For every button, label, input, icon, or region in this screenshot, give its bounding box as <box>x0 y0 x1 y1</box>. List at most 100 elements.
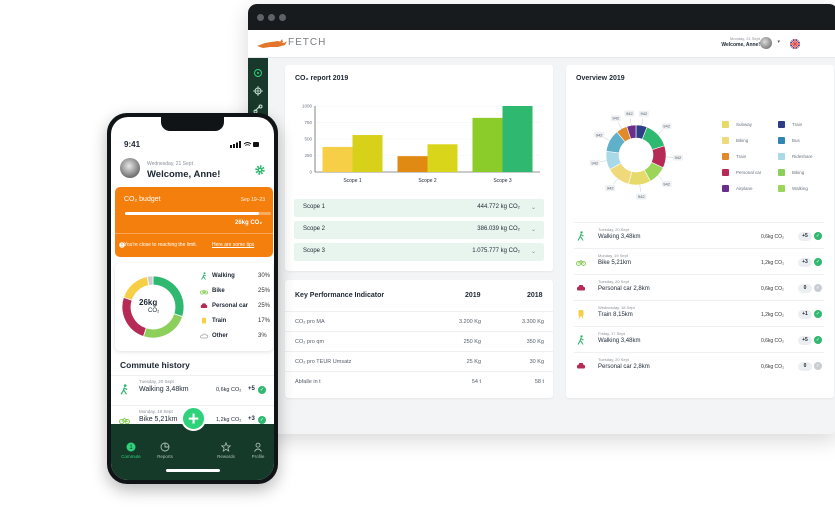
legend-label: Biking <box>736 138 749 143</box>
breakdown-pct: 30% <box>258 273 271 279</box>
avatar[interactable] <box>760 37 772 49</box>
budget-dates: Sep 19–23 <box>240 197 265 203</box>
status-time: 9:41 <box>124 140 141 149</box>
slice-label: 942 <box>641 111 648 116</box>
check-icon: ✓ <box>814 232 822 240</box>
slice-label-bg <box>636 193 647 200</box>
legend-swatch <box>778 185 785 192</box>
desktop-window: FETCH Monday, 21 Sept Welcome, Anne! ▾ <box>248 4 835 434</box>
activity-row[interactable]: Tuesday, 20 Sept Personal car 2,8km 0,6kg … <box>574 352 824 378</box>
slice-label: 942 <box>663 181 670 186</box>
breakdown-car: Personal car 25% <box>200 303 270 309</box>
y-tick-label: 0 <box>309 170 312 175</box>
gear-icon[interactable] <box>254 164 266 176</box>
tab-profile[interactable]: Profile <box>242 442 274 459</box>
divider <box>115 233 273 234</box>
list-item[interactable]: Tuesday, 20 Sept Walking 3,48km 0,6kg CO… <box>111 375 274 404</box>
bar <box>502 106 533 172</box>
fox-logo-icon[interactable] <box>256 37 288 51</box>
activity-points: +5 <box>798 232 812 241</box>
kpi-row: CO₂ pro MA 3.200 Kg 3.300 Kg <box>285 311 553 331</box>
tab-label: Reports <box>157 454 173 459</box>
warning-icon <box>119 242 125 248</box>
train-icon <box>202 317 206 325</box>
scope-3-row[interactable]: Scope 3 1.075.777 kg CO₂ ⌄ <box>294 243 544 261</box>
check-icon: ✓ <box>814 310 822 318</box>
co2-bar-chart: 0 250 500 750 1000 Scope 1 Scope 2 Scope 3 <box>302 104 540 184</box>
window-maximize-dot[interactable] <box>279 14 286 21</box>
window-close-dot[interactable] <box>257 14 264 21</box>
scope-value: 1.075.777 kg CO₂ <box>472 248 520 254</box>
leader-line <box>641 118 644 126</box>
tab-label: Profile <box>251 454 265 459</box>
chevron-down-icon[interactable]: ⌄ <box>530 227 536 233</box>
chevron-down-icon[interactable]: ▾ <box>777 39 780 45</box>
slice-label-bg <box>661 123 672 130</box>
kpi-row: CO₂ pro TEUR Umsatz 25 Kg 30 Kg <box>285 351 553 371</box>
slice-label-bg <box>661 180 672 187</box>
leader-line <box>657 175 664 181</box>
legend-item: Airplane <box>722 185 753 192</box>
bar <box>472 117 503 172</box>
breakdown-label: Train <box>212 318 227 324</box>
kpi-value-2019: 25 Kg <box>466 359 481 365</box>
x-tick-label: Scope 3 <box>493 178 512 184</box>
activity-co2: 1,2kg CO₂ <box>760 312 784 318</box>
walking-icon <box>577 335 584 345</box>
tab-commute[interactable]: 1 Commute <box>115 442 147 459</box>
list-item[interactable]: Monday, 19 Sept Bike 5,21km 1,2kg CO₂ +3… <box>111 405 274 434</box>
phone-notch <box>161 117 224 131</box>
activity-co2: 0,6kg CO₂ <box>760 338 784 344</box>
legend-swatch <box>778 137 785 144</box>
check-icon: ✓ <box>814 362 822 370</box>
activity-points: 0 <box>798 284 812 293</box>
kpi-row: Abfalle in t 54 t 58 t <box>285 371 553 391</box>
budget-warning: You're close to reaching the limit. <box>124 242 198 248</box>
check-icon: ✓ <box>258 386 266 394</box>
scope-1-row[interactable]: Scope 1 444.772 kg CO₂ ⌄ <box>294 199 544 217</box>
history-desc: Walking 3,48km <box>139 386 189 393</box>
history-date: Tuesday, 20 Sept <box>139 379 174 384</box>
activity-row[interactable]: Wednesday, 18 Sept Train 8,15km 1,2kg CO₂ +… <box>574 300 824 326</box>
car-icon <box>577 363 585 369</box>
breakdown-label: Bike <box>212 288 225 294</box>
slice-label-bg <box>638 110 649 117</box>
history-desc: Bike 5,21km <box>139 416 178 423</box>
legend-label: Rideshare <box>792 154 813 159</box>
tab-reports[interactable]: Reports <box>149 442 181 459</box>
breakdown-label: Walking <box>212 273 235 279</box>
phone-breakdown-card: 26kg CO₂ Walking 30% Bike 25% Personal c… <box>115 263 273 351</box>
bar <box>397 156 428 172</box>
activity-row[interactable]: Friday, 17 Sept Walking 3,48km 0,6kg CO₂ +5… <box>574 326 824 352</box>
chevron-down-icon[interactable]: ⌄ <box>530 205 536 211</box>
activity-co2: 0,6kg CO₂ <box>760 364 784 370</box>
leader-line <box>613 178 618 185</box>
scope-label: Scope 2 <box>303 226 326 232</box>
window-minimize-dot[interactable] <box>268 14 275 21</box>
kpi-col-2019: 2019 <box>465 292 481 299</box>
slice-label: 942 <box>626 111 633 116</box>
legend-swatch <box>722 153 729 160</box>
chevron-down-icon[interactable]: ⌄ <box>530 249 536 255</box>
co2-budget-card[interactable]: CO₂ budget Sep 19–23 26kg CO₂ You're clo… <box>115 187 273 257</box>
legend-item: Biking <box>722 137 749 144</box>
legend-swatch <box>722 137 729 144</box>
legend-item: Biking <box>778 169 805 176</box>
target-icon[interactable] <box>253 86 263 96</box>
kpi-value-2019: 3.200 Kg <box>458 319 481 325</box>
legend-label: Biking <box>792 170 805 175</box>
avatar[interactable] <box>120 158 140 178</box>
tab-rewards[interactable]: Rewards <box>210 442 242 459</box>
activity-row[interactable]: Tuesday, 20 Sept Walking 3,48km 0,6kg CO₂ +… <box>574 222 824 248</box>
commute-icon: 1 <box>126 442 136 452</box>
activity-row[interactable]: Monday, 19 Sept Bike 5,21km 1,2kg CO₂ +3 ✓ <box>574 248 824 274</box>
budget-tips-link[interactable]: Here are some tips <box>212 242 255 248</box>
add-commute-button[interactable]: + <box>181 406 206 431</box>
scope-2-row[interactable]: Scope 2 386.039 kg CO₂ ⌄ <box>294 221 544 239</box>
legend-label: Walking <box>792 186 808 191</box>
brand-name: FETCH <box>288 37 327 48</box>
breakdown-label: Other <box>212 333 229 339</box>
uk-flag-icon[interactable] <box>790 39 800 49</box>
dashboard-icon[interactable] <box>253 68 263 78</box>
activity-row[interactable]: Tuesday, 20 Sept Personal car 2,8km 0,6kg … <box>574 274 824 300</box>
